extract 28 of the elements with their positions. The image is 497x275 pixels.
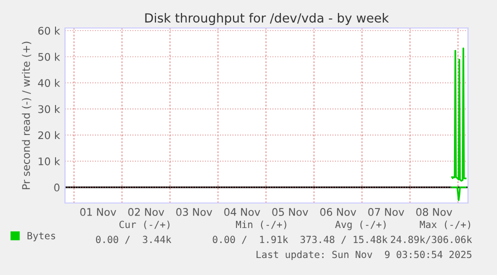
text: Cur (-/+) — [119, 220, 170, 230]
x-tick-label: 04 Nov — [224, 208, 260, 216]
line-series — [451, 48, 466, 182]
text: 373.48 / 15.48k — [300, 236, 388, 244]
legend-label: Bytes — [28, 232, 56, 242]
x-tick-label: 05 Nov — [272, 208, 308, 216]
text: 0.00 / 3.44k — [96, 236, 172, 244]
y-tick-label: 50 k — [38, 52, 60, 61]
text: 24.89k/306.06k — [390, 236, 472, 244]
y-tick-label: 10 k — [38, 157, 60, 166]
y-tick-label: 60 k — [38, 26, 60, 35]
x-tick-label: 08 Nov — [416, 208, 452, 216]
x-tick-label: 01 Nov — [80, 208, 116, 216]
x-tick-label: 03 Nov — [176, 208, 212, 216]
x-tick-label: 02 Nov — [128, 208, 164, 216]
chart-title: Disk throughput for /dev/vda - by week — [145, 12, 389, 26]
y-tick-label: 0 — [54, 184, 60, 192]
text: Last update: Sun Nov 9 03:50:54 2025 — [256, 250, 472, 260]
text: 0.00 / 1.91k — [212, 236, 288, 244]
x-tick-label: 07 Nov — [368, 208, 404, 216]
y-tick-label: 30 k — [38, 105, 60, 114]
y-tick-label: 40 k — [38, 78, 60, 87]
text: Avg (-/+) — [335, 220, 386, 230]
text: Min (-/+) — [236, 220, 286, 230]
y-tick-label: 20 k — [38, 131, 60, 140]
text: Max (-/+) — [420, 220, 470, 230]
x-tick-label: 06 Nov — [320, 208, 356, 216]
y-axis-title: Pr second read (-) / write (+) — [22, 42, 32, 190]
